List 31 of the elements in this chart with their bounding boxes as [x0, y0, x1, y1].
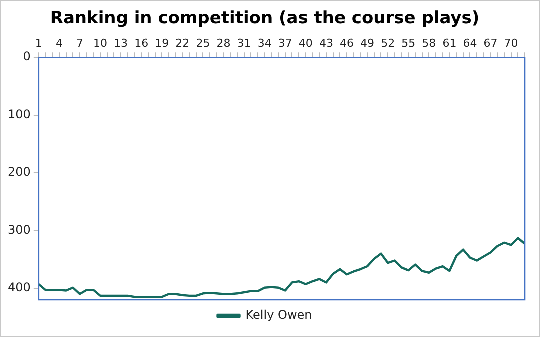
chart-title: Ranking in competition (as the course plays)	[50, 8, 480, 29]
x-tick-label: 31	[237, 36, 252, 50]
legend-label: Kelly Owen	[246, 308, 312, 322]
x-tick-label: 25	[196, 36, 210, 50]
x-tick-label: 13	[114, 36, 128, 50]
x-tick-label: 16	[134, 36, 149, 50]
x-tick-label: 58	[422, 36, 436, 50]
x-tick-label: 10	[94, 36, 108, 50]
x-tick-label: 22	[176, 36, 190, 50]
x-tick-label: 1	[35, 36, 42, 50]
x-tick-label: 52	[381, 36, 396, 50]
x-tick-label: 28	[216, 36, 231, 50]
y-tick-label: 100	[8, 107, 31, 122]
x-tick-label: 46	[340, 36, 354, 50]
x-tick-label: 37	[278, 36, 292, 50]
x-tick-label: 64	[463, 36, 478, 50]
y-tick-label: 400	[8, 280, 31, 295]
x-tick-label: 55	[402, 36, 416, 50]
x-tick-label: 61	[442, 36, 457, 50]
x-tick-label: 49	[360, 36, 375, 50]
y-tick-label: 200	[8, 165, 31, 180]
y-tick-label: 300	[8, 222, 31, 237]
x-tick-label: 19	[155, 36, 170, 50]
x-tick-label: 4	[56, 36, 63, 50]
x-tick-label: 70	[504, 36, 518, 50]
x-tick-label: 34	[258, 36, 272, 50]
x-tick-label: 43	[319, 36, 334, 50]
y-tick-label: 0	[23, 50, 31, 64]
x-tick-label: 40	[298, 36, 313, 50]
x-tick-label: 7	[76, 36, 84, 50]
x-tick-label: 67	[484, 36, 498, 50]
